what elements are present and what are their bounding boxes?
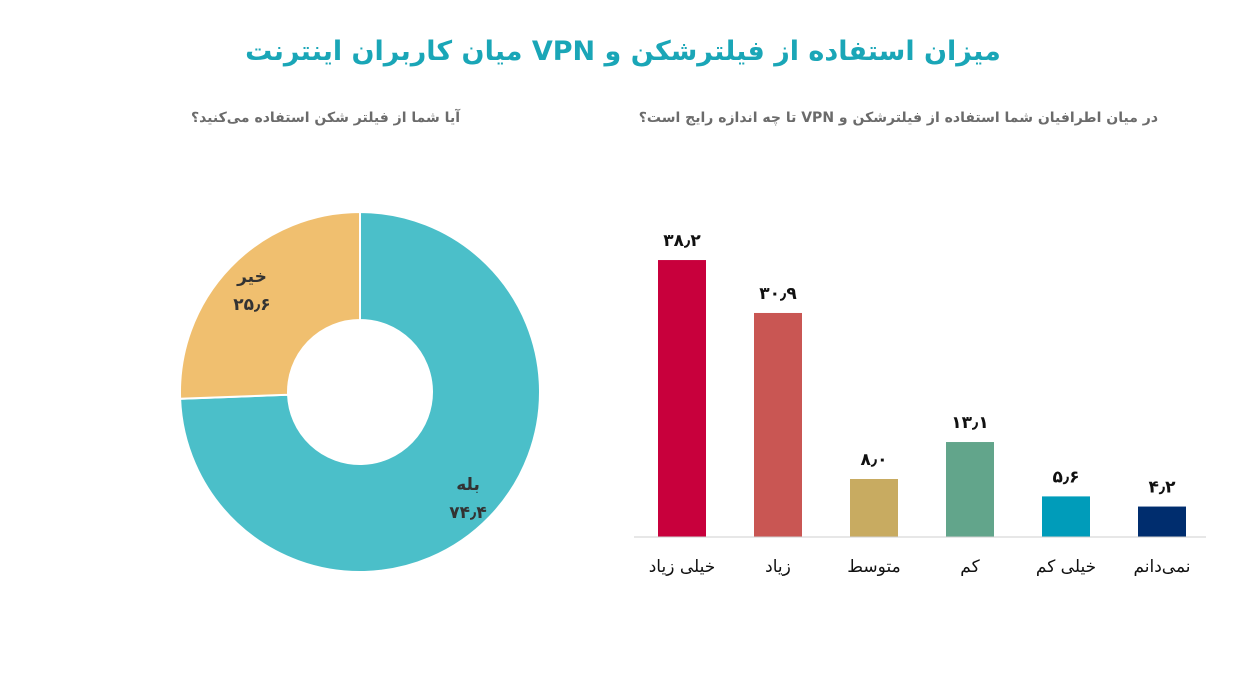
donut-slice bbox=[179, 210, 361, 400]
bar-category-label: خیلی زیاد bbox=[649, 557, 716, 577]
bar bbox=[1138, 506, 1186, 537]
bar-category-label: متوسط bbox=[847, 557, 900, 577]
donut-slice bbox=[179, 210, 541, 573]
bar bbox=[658, 260, 706, 537]
bar-value-label: ۵٫۶ bbox=[1052, 467, 1079, 487]
bar-chart: ۳۸٫۲ خیلی زیاد ۳۰٫۹ زیاد ۸٫۰ متوسط ۱۳٫۱ کم ۵٫۶ خی… bbox=[634, 231, 1206, 577]
bar-category-label: نمی‌دانم bbox=[1133, 557, 1190, 577]
slice-category-label: خیر bbox=[236, 267, 267, 287]
slice-value-label: ۲۵٫۶ bbox=[233, 295, 270, 315]
bar-category-label: کم bbox=[960, 557, 980, 577]
slice-value-label: ۷۴٫۴ bbox=[449, 503, 486, 523]
donut-chart: بله ۷۴٫۴ خیر ۲۵٫۶ bbox=[179, 210, 541, 573]
bar-value-label: ۴٫۲ bbox=[1148, 478, 1176, 498]
page-title: میزان استفاده از فیلترشکن و VPN میان کار… bbox=[245, 36, 1001, 67]
slice-category-label: بله bbox=[456, 475, 480, 495]
bar bbox=[754, 312, 802, 537]
bar-value-label: ۳۰٫۹ bbox=[759, 284, 797, 304]
bar-value-label: ۱۳٫۱ bbox=[951, 413, 988, 433]
bar-category-label: زیاد bbox=[765, 557, 791, 577]
bar-category-label: خیلی کم bbox=[1036, 557, 1096, 577]
donut-chart-title: آیا شما از فیلتر شکن استفاده می‌کنید؟ bbox=[190, 110, 460, 126]
bar-chart-title: در میان اطرافیان شما استفاده از فیلترشکن… bbox=[638, 110, 1158, 126]
bar-value-label: ۳۸٫۲ bbox=[663, 231, 701, 251]
bar bbox=[946, 442, 994, 537]
bar-value-label: ۸٫۰ bbox=[860, 450, 887, 470]
bar bbox=[850, 479, 898, 537]
bar bbox=[1042, 496, 1090, 537]
